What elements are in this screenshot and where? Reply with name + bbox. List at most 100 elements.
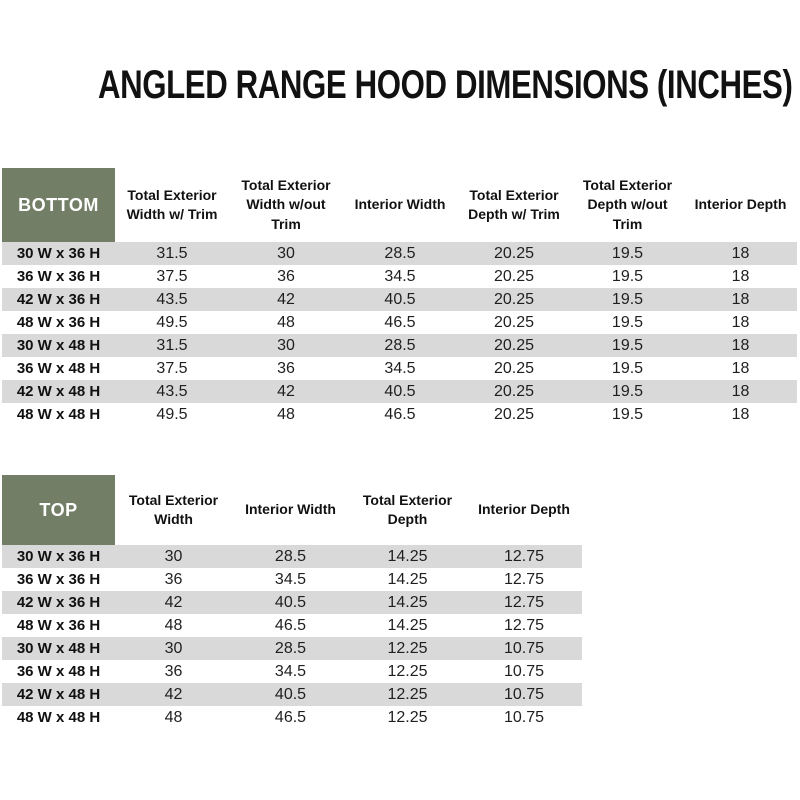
dimension-value: 34.5 [274, 570, 307, 588]
dimension-value: 36 [164, 570, 183, 588]
dimension-value: 12.25 [387, 639, 428, 657]
dimension-value: 42 [164, 685, 183, 703]
row-label: 48 W x 48 H [16, 709, 101, 726]
title-bar: ANGLED RANGE HOOD DIMENSIONS (INCHES) [0, 63, 800, 107]
column-header: Total Exterior Width w/ Trim [115, 168, 229, 242]
dimension-value: 19.5 [611, 405, 644, 423]
dimension-value: 43.5 [156, 382, 188, 400]
top-corner-label: TOP [2, 475, 115, 545]
top-table: TOP Total Exterior Width Interior Width Tot… [2, 475, 582, 729]
page-title: ANGLED RANGE HOOD DIMENSIONS (INCHES) [97, 63, 793, 107]
table-row: 36 W x 48 H 36 34.5 12.25 10.75 [2, 660, 582, 683]
dimension-value: 46.5 [384, 313, 416, 331]
dimension-value: 31.5 [156, 244, 188, 262]
dimension-value: 20.25 [493, 267, 535, 285]
dimension-value: 37.5 [156, 359, 188, 377]
row-label: 36 W x 48 H [16, 360, 101, 377]
dimension-value: 12.75 [503, 616, 545, 634]
bottom-corner-label: BOTTOM [2, 168, 115, 242]
bottom-header-row: BOTTOM Total Exterior Width w/ Trim Total … [2, 168, 797, 242]
row-label: 36 W x 36 H [16, 268, 101, 285]
dimension-value: 40.5 [384, 382, 416, 400]
row-label: 42 W x 48 H [16, 383, 101, 400]
row-label: 42 W x 36 H [16, 291, 101, 308]
dimension-value: 18 [731, 336, 750, 354]
dimension-value: 20.25 [493, 359, 535, 377]
dimension-value: 49.5 [156, 405, 188, 423]
table-row: 36 W x 48 H 37.5 36 34.5 20.25 19.5 18 [2, 357, 797, 380]
table-row: 36 W x 36 H 37.5 36 34.5 20.25 19.5 18 [2, 265, 797, 288]
table-row: 48 W x 36 H 49.5 48 46.5 20.25 19.5 18 [2, 311, 797, 334]
table-row: 30 W x 48 H 30 28.5 12.25 10.75 [2, 637, 582, 660]
dimension-value: 43.5 [156, 290, 188, 308]
dimension-value: 28.5 [274, 639, 307, 657]
dimension-value: 49.5 [156, 313, 188, 331]
row-label: 30 W x 36 H [16, 245, 101, 262]
dimension-value: 34.5 [384, 267, 416, 285]
column-header: Interior Width [232, 475, 349, 545]
dimension-value: 48 [164, 708, 183, 726]
dimension-value: 28.5 [384, 336, 416, 354]
table-row: 36 W x 36 H 36 34.5 14.25 12.75 [2, 568, 582, 591]
dimension-value: 14.25 [387, 616, 428, 634]
dimension-value: 40.5 [384, 290, 416, 308]
dimension-value: 20.25 [493, 382, 535, 400]
dimension-value: 30 [277, 244, 295, 262]
dimension-value: 19.5 [611, 382, 644, 400]
row-label: 48 W x 36 H [16, 314, 101, 331]
dimension-value: 28.5 [274, 547, 307, 565]
dimension-value: 18 [731, 244, 750, 262]
row-label: 36 W x 48 H [16, 663, 101, 680]
dimension-value: 18 [731, 382, 750, 400]
dimension-value: 40.5 [274, 593, 307, 611]
row-label: 42 W x 36 H [16, 594, 101, 611]
dimension-value: 20.25 [493, 336, 535, 354]
table-row: 42 W x 48 H 42 40.5 12.25 10.75 [2, 683, 582, 706]
dimension-value: 30 [164, 639, 183, 657]
dimension-value: 20.25 [493, 244, 535, 262]
dimension-value: 12.25 [387, 708, 428, 726]
dimension-value: 48 [164, 616, 183, 634]
row-label: 48 W x 36 H [16, 617, 101, 634]
dimension-value: 12.25 [387, 685, 428, 703]
dimension-value: 20.25 [493, 290, 535, 308]
column-header: Total Exterior Depth w/ Trim [457, 168, 571, 242]
column-header: Interior Width [343, 168, 457, 242]
dimension-value: 12.75 [503, 547, 545, 565]
dimension-value: 20.25 [493, 313, 535, 331]
dimension-value: 19.5 [611, 359, 644, 377]
dimension-value: 14.25 [387, 547, 428, 565]
row-label: 42 W x 48 H [16, 686, 101, 703]
table-row: 42 W x 48 H 43.5 42 40.5 20.25 19.5 18 [2, 380, 797, 403]
dimension-value: 19.5 [611, 244, 644, 262]
dimension-value: 42 [277, 382, 295, 400]
dimension-value: 34.5 [384, 359, 416, 377]
dimension-value: 18 [731, 359, 750, 377]
dimension-value: 10.75 [503, 662, 545, 680]
dimension-value: 10.75 [503, 708, 545, 726]
table-row: 48 W x 36 H 48 46.5 14.25 12.75 [2, 614, 582, 637]
dimension-value: 14.25 [387, 593, 428, 611]
dimension-value: 19.5 [611, 313, 644, 331]
row-label: 48 W x 48 H [16, 406, 101, 423]
dimension-value: 42 [277, 290, 295, 308]
dimension-value: 48 [277, 313, 295, 331]
dimension-value: 34.5 [274, 662, 307, 680]
column-header: Total Exterior Depth w/out Trim [571, 168, 684, 242]
table-row: 48 W x 48 H 49.5 48 46.5 20.25 19.5 18 [2, 403, 797, 426]
dimension-value: 28.5 [384, 244, 416, 262]
table-row: 30 W x 48 H 31.5 30 28.5 20.25 19.5 18 [2, 334, 797, 357]
dimension-value: 18 [731, 405, 750, 423]
table-row: 48 W x 48 H 48 46.5 12.25 10.75 [2, 706, 582, 729]
dimension-value: 19.5 [611, 290, 644, 308]
dimension-value: 19.5 [611, 336, 644, 354]
table-row: 42 W x 36 H 43.5 42 40.5 20.25 19.5 18 [2, 288, 797, 311]
dimension-value: 46.5 [274, 708, 307, 726]
row-label: 30 W x 48 H [16, 337, 101, 354]
dimension-value: 18 [731, 290, 750, 308]
dimension-value: 46.5 [384, 405, 416, 423]
column-header: Total Exterior Width [115, 475, 232, 545]
dimension-value: 18 [731, 313, 750, 331]
row-label: 36 W x 36 H [16, 571, 101, 588]
